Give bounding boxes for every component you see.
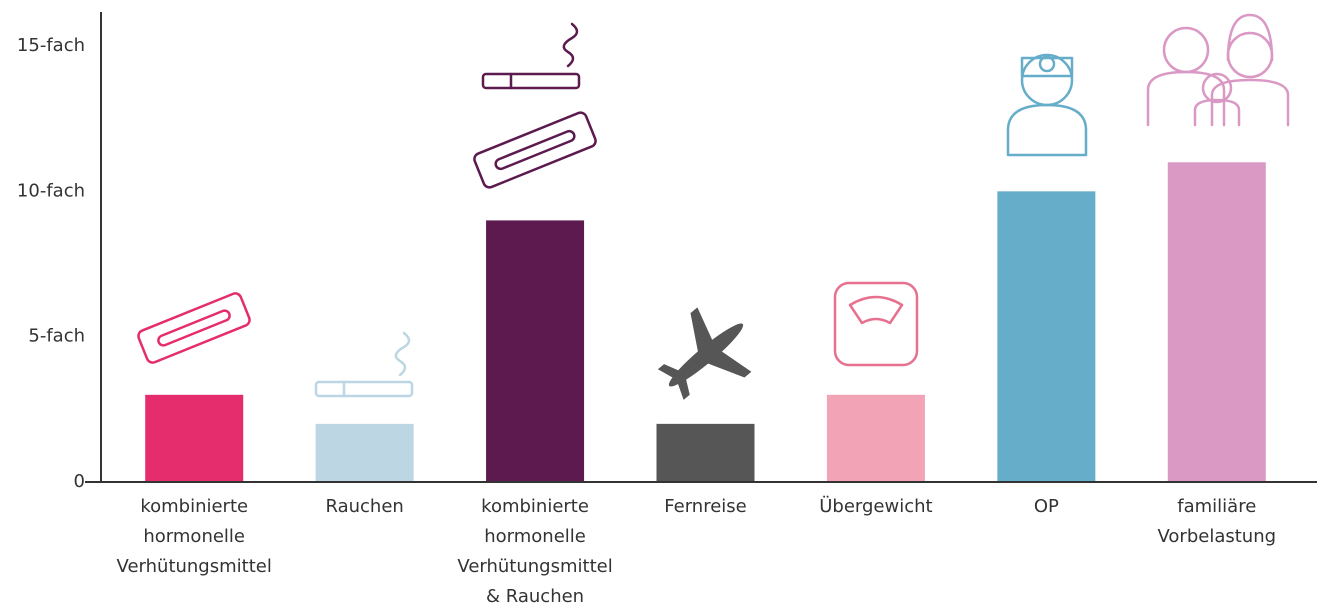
x-tick-label: kombinierte hormonelle Verhütungsmittel [116,496,272,577]
x-tick-label: Übergewicht [819,496,933,517]
doctor-icon [1006,53,1088,157]
y-tick-label: 15-fach [17,35,85,56]
pill-icon [473,111,597,189]
x-tick-label: kombinierte hormonelle Verhütungsmittel … [457,496,613,606]
x-tick-label: familiäre Vorbelastung [1157,496,1277,547]
bar [315,423,414,482]
bar [486,220,585,482]
family-icon [1146,13,1290,127]
cigarette-icon [481,22,581,90]
bar [145,394,244,482]
y-tick-label: 5-fach [28,326,85,347]
bar [826,394,925,482]
plane-icon [657,307,752,400]
scale-icon [833,281,919,367]
pill-icon [137,292,251,364]
x-tick-label: OP [1033,496,1059,517]
bar [656,423,755,482]
cigarette-icon [314,331,414,398]
bar [1167,162,1266,482]
x-tick-label: Fernreise [664,496,747,517]
y-tick-label: 0 [74,471,85,492]
x-tick-label: Rauchen [325,496,404,517]
y-tick-label: 10-fach [17,180,85,201]
bar [997,191,1096,483]
